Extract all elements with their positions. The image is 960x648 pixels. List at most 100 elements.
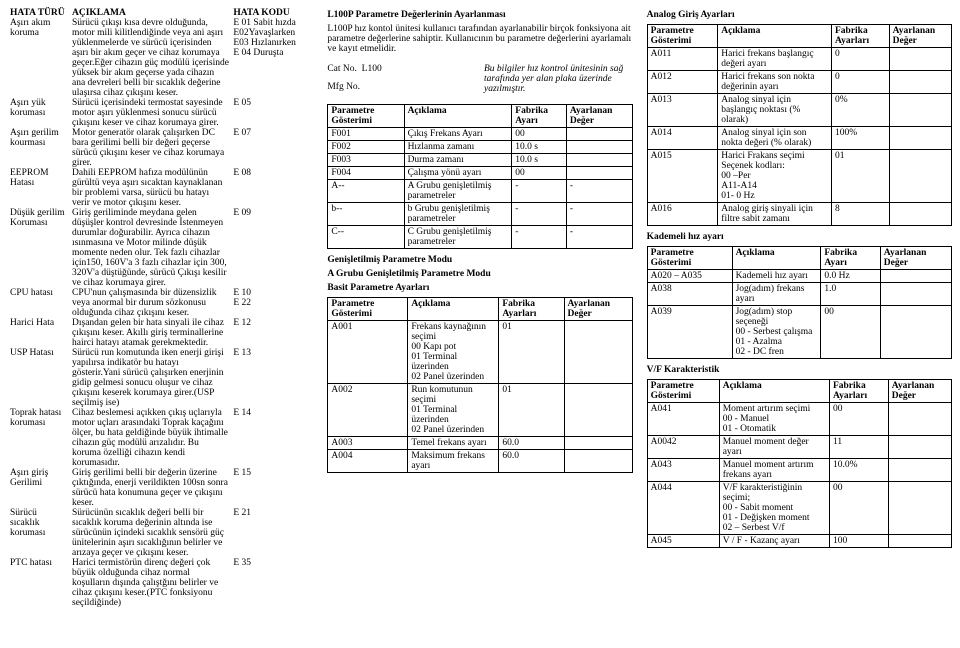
param-id: A038 [647,283,732,306]
table-row: A038Jog(adım) frekans ayarı1.0 [647,283,951,306]
th: Ayarlanan Değer [889,25,951,48]
table-row: USP HatasıSürücü run komutunda iken ener… [8,348,313,408]
error-table: HATA TÜRÜ AÇIKLAMA HATA KODU Aşırı akım … [8,8,313,608]
factory-value: 00 [829,403,888,436]
th: Parametre Gösterimi [647,25,718,48]
param-desc: Run komutunun seçimi01 Terminal üzerinde… [408,384,499,437]
factory-value: 0% [831,94,889,127]
param-id: A016 [647,203,718,226]
param-desc: Kademeli hız ayarı [732,270,821,283]
factory-value: - [512,180,567,203]
factory-value: 100% [831,127,889,150]
table-row: EEPROM HatasıDahili EEPROM hafıza modülü… [8,168,313,208]
multispeed-table: Parametre Gösterimi Açıklama Fabrika Aya… [647,246,952,359]
user-value [564,384,632,437]
param-id: A-- [328,180,404,203]
error-code: E 01 Sabit hızdaE02YavaşlarkenE03 Hızlan… [231,18,313,98]
error-description: Sürücü run komutunda iken enerji girişi … [70,348,231,408]
user-value [889,127,951,150]
th: Açıklama [718,25,832,48]
param-id: A013 [647,94,718,127]
basic-params-table: Parametre Gösterimi Açıklama Fabrika Aya… [327,104,632,249]
section-title: V/F Karakteristik [647,365,952,375]
error-type: EEPROM Hatası [8,168,70,208]
table-row: A003Temel frekans ayarı60.0 [328,437,632,450]
table-row: A045V / F - Kazanç ayarı100 [647,535,951,548]
user-value: - [566,203,632,226]
factory-value: 8 [831,203,889,226]
user-value [566,128,632,141]
table-row: A043Manuel moment artırım frekans ayarı1… [647,459,951,482]
factory-value: 1.0 [821,283,880,306]
section-title: Kademeli hız ayarı [647,232,952,242]
error-code: E 15 [231,468,313,508]
table-row: A013Analog sinyal için başlangıç noktası… [647,94,951,127]
error-description: Sürücü içerisindeki termostat sayesinde … [70,98,231,128]
table-row: Toprak hatası korumasıCihaz beslemesi aç… [8,408,313,468]
param-desc: Analog sinyal için son nokta değeri (% o… [718,127,832,150]
table-row: F002Hızlanma zamanı10.0 s [328,141,632,154]
error-code: E 13 [231,348,313,408]
user-value [889,203,951,226]
error-description: Cihaz beslemesi açıkken çıkış uçlarıyla … [70,408,231,468]
param-id: A045 [647,535,719,548]
factory-value: 10.0 s [512,141,567,154]
user-value [889,71,951,94]
user-value [880,306,951,359]
user-value [880,283,951,306]
error-code: E 05 [231,98,313,128]
error-description: CPU'nun çalışmasında bir düzensizlik vey… [70,288,231,318]
th: Açıklama [404,105,512,128]
table-row: A001Frekans kaynağının seçimi00 Kapı pot… [328,321,632,384]
user-value [566,154,632,167]
error-code: E 08 [231,168,313,208]
param-id: A039 [647,306,732,359]
error-type: Aşırı akım koruma [8,18,70,98]
error-description: Dışandan gelen bir hata sinyali ile ciha… [70,318,231,348]
th: Parametre Gösterimi [647,247,732,270]
param-id: F004 [328,167,404,180]
table-row: A041Moment artırım seçimi00 - Manuel01 -… [647,403,951,436]
param-desc: A Grubu genişletilmiş parametreler [404,180,512,203]
factory-value: 11 [829,436,888,459]
param-desc: Moment artırım seçimi00 - Manuel01 - Oto… [719,403,829,436]
page: HATA TÜRÜ AÇIKLAMA HATA KODU Aşırı akım … [8,8,952,608]
param-id: F003 [328,154,404,167]
param-id: F002 [328,141,404,154]
table-row: A015Harici Frakans seçimiSeçenek kodları… [647,150,951,203]
error-code: E 35 [231,558,313,608]
param-id: A001 [328,321,408,384]
user-value [888,403,951,436]
table-row: A044V/F karakteristiğinin seçimi;00 - Sa… [647,482,951,535]
error-description: Harici termistörün direnç değeri çok büy… [70,558,231,608]
error-code: E 12 [231,318,313,348]
error-type: USP Hatası [8,348,70,408]
error-code: E 14 [231,408,313,468]
header-cell: HATA TÜRÜ [8,8,70,18]
error-type: Aşırı giriş Gerilimi [8,468,70,508]
th: Fabrika Ayarları [831,25,889,48]
error-type: CPU hatası [8,288,70,318]
param-id: A041 [647,403,719,436]
factory-value: 00 [512,128,567,141]
error-type: Düşük gerilim Koruması [8,208,70,288]
factory-value: 60.0 [499,450,564,473]
factory-value: 01 [831,150,889,203]
error-description: Dahili EEPROM hafıza modülünün gürültü v… [70,168,231,208]
table-row: Aşırı gerilim kourmasıMotor generatör ol… [8,128,313,168]
param-id: F001 [328,128,404,141]
table-row: A020 – A035Kademeli hız ayarı0.0 Hz [647,270,951,283]
table-row: A004Maksimum frekans ayarı60.0 [328,450,632,473]
param-desc: Manuel moment artırım frekans ayarı [719,459,829,482]
user-value [880,270,951,283]
param-desc: Hızlanma zamanı [404,141,512,154]
th: Ayarlanan Değer [564,298,632,321]
error-description: Motor generatör olarak çalışırken DC bar… [70,128,231,168]
table-row: A--A Grubu genişletilmiş parametreler-- [328,180,632,203]
factory-value: 10.0 s [512,154,567,167]
intro-text: L100P hız kontol ünitesi kullanıcı taraf… [327,24,632,54]
user-value [888,535,951,548]
param-desc: V / F - Kazanç ayarı [719,535,829,548]
table-row: Düşük gerilim KorumasıGiriş geriliminde … [8,208,313,288]
analog-input-table: Parametre Gösterimi Açıklama Fabrika Aya… [647,24,952,226]
